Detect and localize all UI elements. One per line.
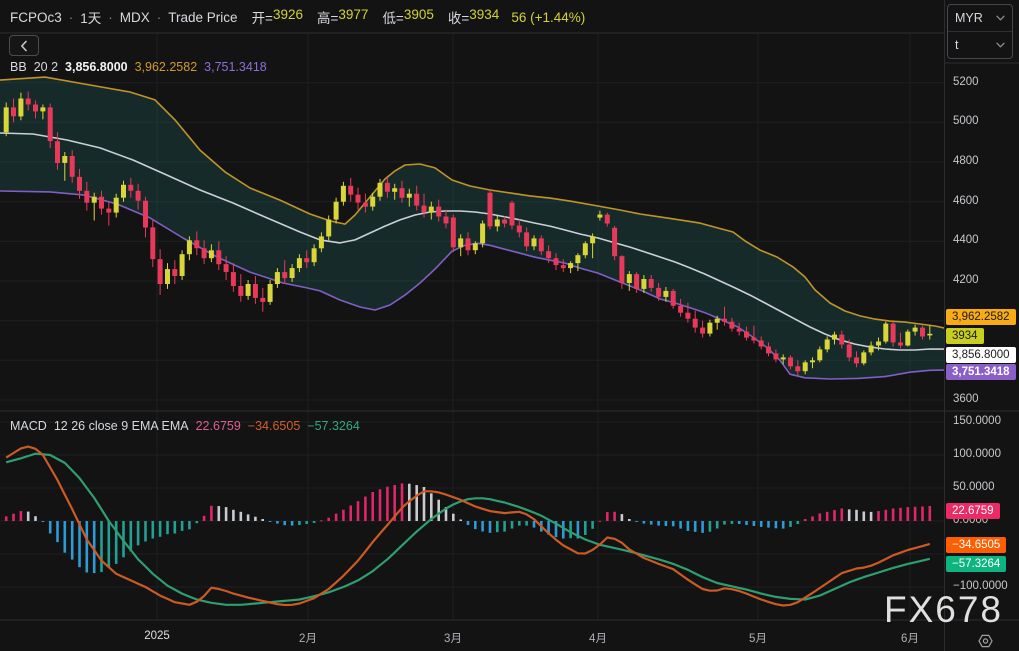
unit-value: t — [955, 38, 959, 52]
ohlc-high: 高= 3977 — [317, 7, 369, 26]
bb-indicator-legend: BB 20 2 3,856.8000 3,962.2582 3,751.3418 — [10, 60, 267, 74]
macd-signal-value: −57.3264 — [307, 419, 360, 433]
macd-line-value: −34.6505 — [247, 419, 301, 433]
price-tick-label: 4200 — [953, 274, 979, 286]
price-tick-label: 4600 — [953, 194, 979, 207]
high-value: 3977 — [338, 7, 369, 22]
ohlc-open: 开= 3926 — [251, 7, 303, 26]
currency-value: MYR — [955, 11, 983, 25]
separator-dot: · — [68, 9, 74, 25]
bb-upper-value: 3,962.2582 — [134, 60, 198, 74]
macd-tick-label: −100.0000 — [953, 580, 1008, 592]
bb-upper-badge: 3,962.2582 — [946, 309, 1016, 325]
hexagon-settings-icon — [977, 634, 993, 647]
separator-dot: · — [156, 9, 162, 25]
exchange-label: MDX — [119, 9, 150, 25]
macd-title[interactable]: MACD — [10, 419, 47, 433]
price-tick-label: 5200 — [953, 75, 979, 88]
macd-indicator-legend: MACD 12 26 close 9 EMA EMA 22.6759 −34.6… — [10, 419, 360, 433]
time-axis-label: 6月 — [901, 633, 919, 645]
axis-settings-button[interactable] — [973, 632, 997, 649]
price-tick-label: 5000 — [953, 115, 979, 128]
fx678-watermark: FX678 — [884, 589, 1004, 630]
macd-tick-label: 100.0000 — [953, 448, 1001, 460]
bb-lower-value: 3,751.3418 — [204, 60, 267, 74]
currency-dropdown[interactable]: MYR — [948, 5, 1012, 31]
scale-unit-box: MYR t — [947, 4, 1013, 59]
bb-basis-value: 3,856.8000 — [65, 60, 128, 74]
macd-tick-label: 50.0000 — [953, 481, 995, 493]
time-axis-label: 3月 — [444, 633, 462, 645]
separator-dot: · — [108, 9, 113, 25]
macd-hist-value: 22.6759 — [195, 419, 241, 433]
price-type-label: Trade Price — [168, 9, 238, 25]
price-tick-label: 4400 — [953, 234, 979, 247]
time-axis-label: 5月 — [749, 633, 767, 645]
ohlc-close: 收= 3934 — [447, 7, 500, 26]
bb-lower-badge: 3,751.3418 — [946, 364, 1016, 380]
price-tick-label: 3600 — [953, 393, 979, 405]
change-value: 56 (+1.44%) — [511, 9, 586, 25]
bb-title[interactable]: BB — [10, 60, 27, 74]
time-axis-label: 4月 — [589, 633, 607, 645]
macd-tick-label: 150.0000 — [953, 415, 1001, 427]
macd-hist-badge: 22.6759 — [946, 503, 1000, 519]
time-axis-label: 2月 — [299, 633, 317, 645]
time-axis-label: 2025 — [144, 630, 170, 642]
back-button[interactable] — [9, 35, 39, 56]
low-value: 3905 — [403, 7, 434, 22]
chevron-down-icon — [996, 15, 1005, 21]
macd-line-badge: −34.6505 — [946, 537, 1007, 553]
symbol-header: FCPOc3 · 1天 · MDX · Trade Price 开= 3926 高… — [10, 7, 585, 27]
price-tick-label: 4800 — [953, 154, 979, 167]
interval-label[interactable]: 1天 — [80, 11, 102, 26]
chevron-down-icon — [996, 42, 1005, 48]
chevron-left-icon — [20, 40, 27, 51]
last-price-badge: 3934 — [946, 328, 984, 344]
macd-params: 12 26 close 9 EMA EMA — [53, 419, 189, 433]
divider — [948, 31, 1012, 32]
unit-dropdown[interactable]: t — [948, 32, 1012, 58]
symbol-name[interactable]: FCPOc3 — [10, 9, 62, 25]
close-value: 3934 — [469, 7, 500, 22]
bb-params: 20 2 — [33, 60, 59, 74]
ohlc-low: 低= 3905 — [382, 7, 434, 26]
macd-signal-badge: −57.3264 — [946, 556, 1007, 572]
open-value: 3926 — [272, 7, 303, 22]
bb-basis-badge: 3,856.8000 — [946, 347, 1016, 363]
